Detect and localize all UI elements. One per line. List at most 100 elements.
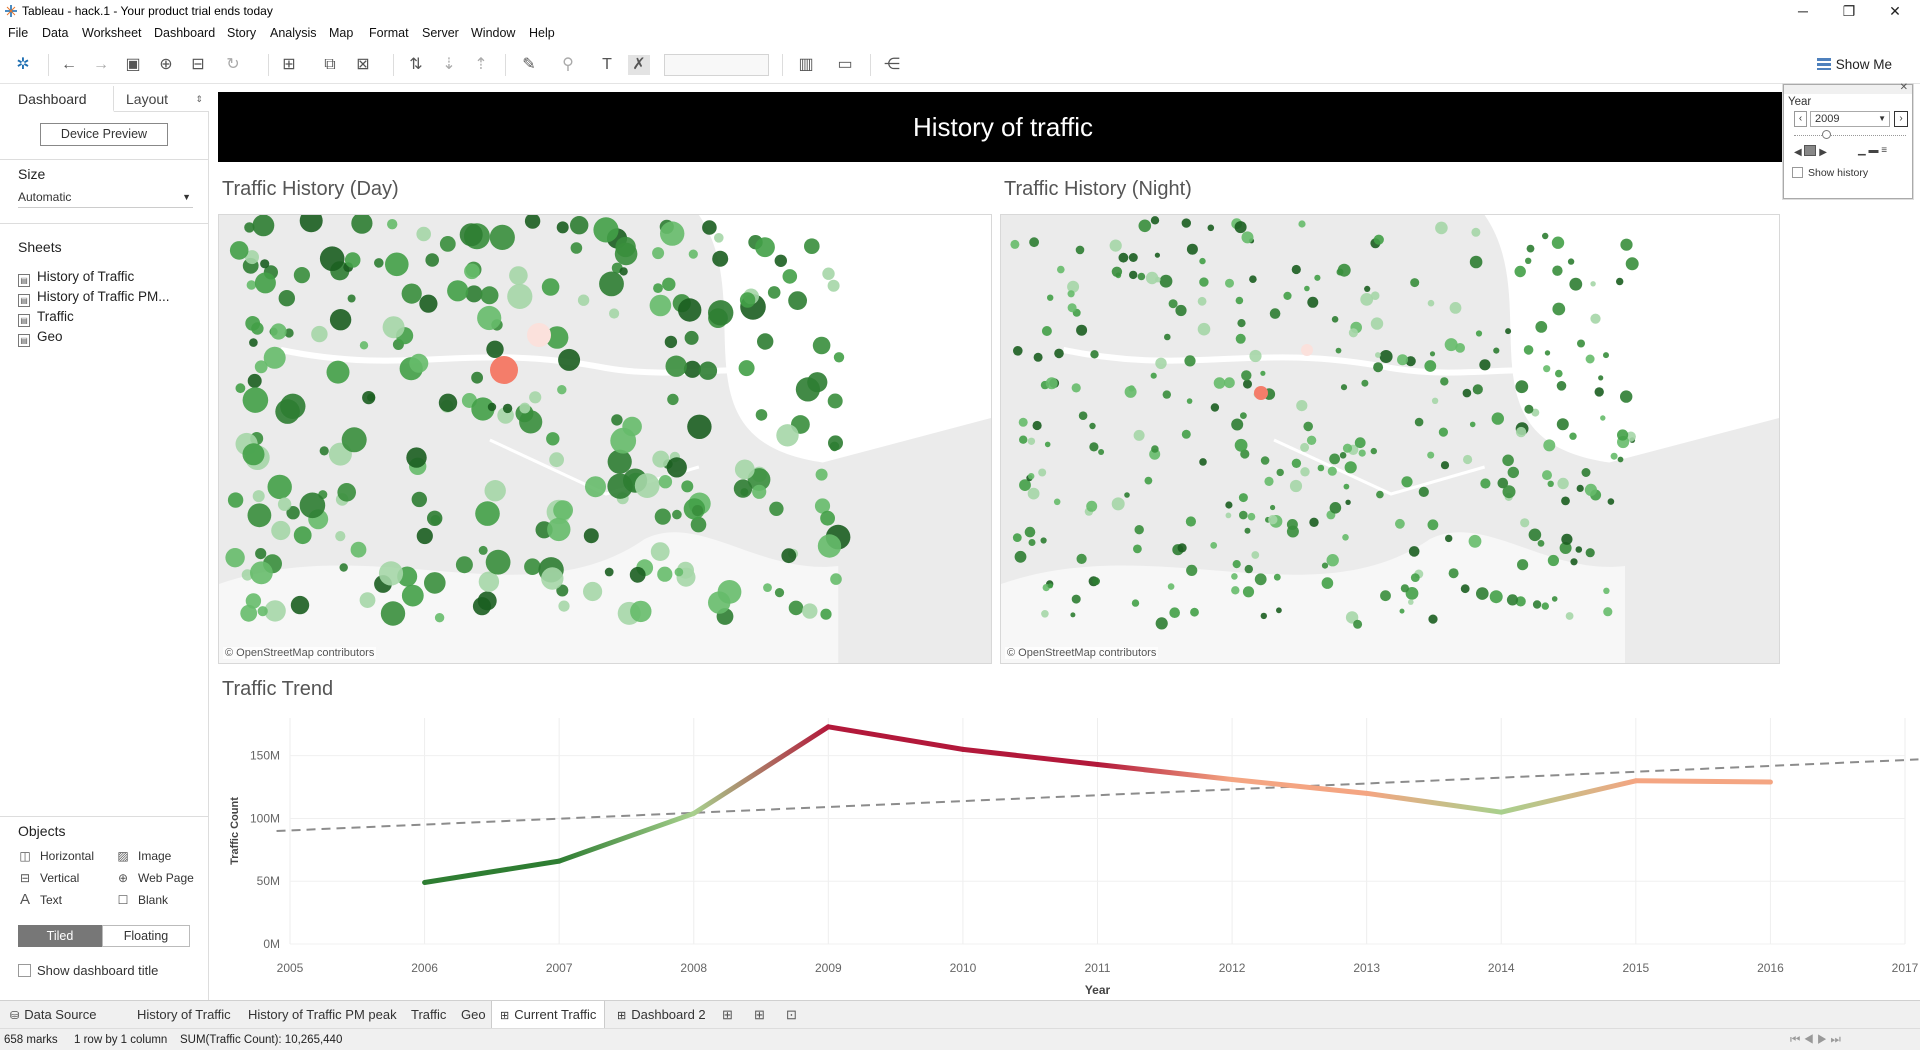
traffic-point[interactable] <box>1399 608 1405 614</box>
data-point[interactable] <box>1499 810 1504 815</box>
data-point[interactable] <box>826 724 831 729</box>
traffic-point[interactable] <box>827 393 843 409</box>
traffic-point[interactable] <box>1585 548 1595 558</box>
traffic-point[interactable] <box>541 278 560 296</box>
traffic-hotspot[interactable] <box>490 356 518 384</box>
traffic-point[interactable] <box>1276 607 1282 614</box>
traffic-point[interactable] <box>1168 299 1178 309</box>
traffic-point[interactable] <box>1471 227 1481 237</box>
traffic-point[interactable] <box>1469 421 1476 428</box>
traffic-point[interactable] <box>1300 442 1310 452</box>
traffic-point[interactable] <box>547 517 571 542</box>
traffic-point[interactable] <box>1276 468 1284 477</box>
traffic-point[interactable] <box>1468 534 1482 548</box>
traffic-point[interactable] <box>1358 449 1366 457</box>
traffic-point[interactable] <box>1154 252 1160 258</box>
traffic-point[interactable] <box>1569 277 1583 291</box>
traffic-point[interactable] <box>244 222 255 233</box>
traffic-trend-chart[interactable]: 2005 2006 2007 2008 2009 2010 2011 2012 2013 2014… <box>210 704 1920 1000</box>
traffic-point[interactable] <box>1397 354 1408 366</box>
traffic-point[interactable] <box>1264 476 1274 486</box>
traffic-point[interactable] <box>546 432 560 446</box>
traffic-point[interactable] <box>1109 239 1122 252</box>
traffic-point[interactable] <box>1162 390 1171 399</box>
traffic-point[interactable] <box>1283 291 1292 300</box>
show-me-button[interactable]: Show Me <box>1816 54 1892 76</box>
traffic-point[interactable] <box>833 352 845 363</box>
traffic-point[interactable] <box>1298 220 1306 228</box>
traffic-point[interactable] <box>1028 473 1035 480</box>
traffic-point[interactable] <box>1620 238 1633 251</box>
traffic-point[interactable] <box>1076 553 1087 564</box>
traffic-point[interactable] <box>252 490 265 503</box>
traffic-point[interactable] <box>293 526 312 545</box>
sheet-item-geo[interactable]: ▤ Geo <box>18 328 63 347</box>
series-line-segment[interactable] <box>1498 778 1639 815</box>
traffic-point[interactable] <box>1231 573 1238 580</box>
traffic-point[interactable] <box>739 292 756 308</box>
traffic-point[interactable] <box>252 215 275 237</box>
traffic-point[interactable] <box>1053 498 1061 506</box>
floating-button[interactable]: Floating <box>102 925 190 947</box>
traffic-point[interactable] <box>1184 355 1196 367</box>
traffic-point[interactable] <box>1408 546 1420 557</box>
traffic-point[interactable] <box>487 402 497 412</box>
traffic-point[interactable] <box>678 298 702 322</box>
traffic-point[interactable] <box>1145 271 1159 285</box>
traffic-point[interactable] <box>558 348 581 371</box>
traffic-point[interactable] <box>1344 461 1357 474</box>
traffic-point[interactable] <box>738 360 755 377</box>
show-title-checkbox[interactable]: Show dashboard title <box>18 963 158 978</box>
data-point[interactable] <box>960 747 965 752</box>
tab-geo[interactable]: Geo <box>461 1007 486 1022</box>
traffic-point[interactable] <box>1260 456 1270 465</box>
traffic-point[interactable] <box>692 505 704 517</box>
traffic-point[interactable] <box>286 506 300 520</box>
traffic-point[interactable] <box>1460 584 1470 594</box>
traffic-point[interactable] <box>1552 302 1566 316</box>
traffic-point[interactable] <box>1137 272 1146 281</box>
menu-map[interactable]: Map <box>329 26 354 40</box>
traffic-point[interactable] <box>1565 612 1574 620</box>
traffic-point[interactable] <box>459 223 483 247</box>
traffic-point[interactable] <box>1251 551 1260 559</box>
traffic-point[interactable] <box>619 267 628 276</box>
traffic-point[interactable] <box>674 567 684 577</box>
traffic-point[interactable] <box>1339 452 1347 459</box>
traffic-point[interactable] <box>1370 291 1380 300</box>
traffic-point[interactable] <box>1600 415 1606 421</box>
traffic-point[interactable] <box>767 286 781 299</box>
traffic-point[interactable] <box>1273 573 1281 581</box>
traffic-point[interactable] <box>1561 496 1570 506</box>
traffic-point[interactable] <box>607 449 632 474</box>
traffic-point[interactable] <box>1151 445 1159 453</box>
data-point[interactable] <box>1633 778 1638 783</box>
traffic-point[interactable] <box>271 520 291 541</box>
traffic-point[interactable] <box>416 226 431 242</box>
traffic-point[interactable] <box>1291 458 1302 468</box>
traffic-point[interactable] <box>1525 257 1532 264</box>
traffic-point[interactable] <box>1254 573 1267 586</box>
tab-navigation-icon[interactable]: ⏮ ◀ ▶ ⏭ <box>1790 1034 1841 1046</box>
traffic-point[interactable] <box>1138 219 1152 233</box>
traffic-point[interactable] <box>225 548 245 568</box>
traffic-point[interactable] <box>1225 278 1234 288</box>
traffic-point[interactable] <box>277 497 292 511</box>
presentation-icon[interactable]: ▭ <box>837 56 853 73</box>
tab-traffic[interactable]: Traffic <box>411 1007 447 1022</box>
traffic-point[interactable] <box>419 294 438 313</box>
traffic-point[interactable] <box>814 498 831 514</box>
traffic-point[interactable] <box>1491 412 1504 425</box>
traffic-point[interactable] <box>1506 594 1519 606</box>
traffic-point[interactable] <box>1067 303 1077 313</box>
traffic-point[interactable] <box>820 510 835 526</box>
traffic-point[interactable] <box>1247 512 1256 521</box>
object-vertical[interactable]: ⊟ Vertical <box>18 870 79 886</box>
tab-current-traffic[interactable]: ⊞ Current Traffic <box>491 1001 606 1028</box>
traffic-point[interactable] <box>1342 443 1353 453</box>
tableau-home-icon[interactable]: ✲ <box>16 56 30 73</box>
traffic-point[interactable] <box>660 221 685 246</box>
traffic-point[interactable] <box>1027 487 1040 500</box>
traffic-point[interactable] <box>1547 480 1554 487</box>
traffic-point[interactable] <box>1234 438 1248 452</box>
